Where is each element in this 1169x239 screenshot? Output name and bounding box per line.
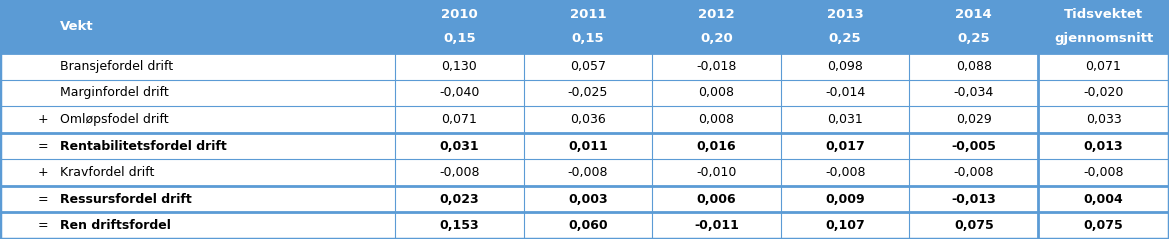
Text: Vekt: Vekt	[60, 20, 94, 33]
Text: -0,020: -0,020	[1084, 87, 1123, 99]
Text: 0,033: 0,033	[1086, 113, 1121, 126]
Text: 0,009: 0,009	[825, 193, 865, 206]
Text: 0,008: 0,008	[699, 87, 734, 99]
Text: 0,013: 0,013	[1084, 140, 1123, 152]
Text: 0,25: 0,25	[829, 32, 862, 45]
Text: 0,060: 0,060	[568, 219, 608, 232]
Text: -0,013: -0,013	[952, 193, 996, 206]
Text: 0,130: 0,130	[442, 60, 477, 73]
Text: 2010: 2010	[441, 8, 478, 21]
Text: 0,023: 0,023	[440, 193, 479, 206]
Text: +: +	[37, 113, 49, 126]
Text: 2014: 2014	[955, 8, 992, 21]
Text: -0,018: -0,018	[697, 60, 736, 73]
Text: 0,008: 0,008	[699, 113, 734, 126]
Bar	[0, 53, 1169, 80]
Text: -0,008: -0,008	[825, 166, 865, 179]
Text: 0,075: 0,075	[954, 219, 994, 232]
Text: 0,15: 0,15	[443, 32, 476, 45]
Text: Tidsvektet: Tidsvektet	[1064, 8, 1143, 21]
Text: -0,005: -0,005	[952, 140, 996, 152]
Text: 0,011: 0,011	[568, 140, 608, 152]
Text: 0,029: 0,029	[956, 113, 991, 126]
Text: +: +	[37, 166, 49, 179]
Text: -0,025: -0,025	[568, 87, 608, 99]
Text: 0,107: 0,107	[825, 219, 865, 232]
Text: 2013: 2013	[826, 8, 864, 21]
Text: 0,016: 0,016	[697, 140, 736, 152]
Text: Ren driftsfordel: Ren driftsfordel	[60, 219, 171, 232]
Text: -0,008: -0,008	[1084, 166, 1123, 179]
Text: 0,036: 0,036	[570, 113, 606, 126]
Text: 0,057: 0,057	[570, 60, 606, 73]
Text: -0,034: -0,034	[954, 87, 994, 99]
Text: 0,003: 0,003	[568, 193, 608, 206]
Text: 2011: 2011	[569, 8, 607, 21]
Bar	[0, 106, 1169, 133]
Text: -0,008: -0,008	[954, 166, 994, 179]
Text: =: =	[37, 219, 49, 232]
Text: Kravfordel drift: Kravfordel drift	[60, 166, 154, 179]
Text: -0,008: -0,008	[440, 166, 479, 179]
Text: gjennomsnitt: gjennomsnitt	[1054, 32, 1153, 45]
Text: 0,031: 0,031	[440, 140, 479, 152]
Bar	[0, 212, 1169, 239]
Text: =: =	[37, 193, 49, 206]
Text: 0,088: 0,088	[956, 60, 991, 73]
Bar	[0, 0, 1169, 53]
Text: -0,011: -0,011	[694, 219, 739, 232]
Text: -0,008: -0,008	[568, 166, 608, 179]
Text: 0,031: 0,031	[828, 113, 863, 126]
Text: Omløpsfodel drift: Omløpsfodel drift	[60, 113, 168, 126]
Text: 0,25: 0,25	[957, 32, 990, 45]
Bar	[0, 80, 1169, 106]
Bar	[0, 186, 1169, 212]
Text: Marginfordel drift: Marginfordel drift	[60, 87, 168, 99]
Text: 0,017: 0,017	[825, 140, 865, 152]
Text: 0,004: 0,004	[1084, 193, 1123, 206]
Bar	[0, 133, 1169, 159]
Text: 2012: 2012	[698, 8, 735, 21]
Text: Ressursfordel drift: Ressursfordel drift	[60, 193, 192, 206]
Text: 0,098: 0,098	[828, 60, 863, 73]
Text: 0,071: 0,071	[442, 113, 477, 126]
Text: 0,15: 0,15	[572, 32, 604, 45]
Text: -0,040: -0,040	[440, 87, 479, 99]
Text: 0,006: 0,006	[697, 193, 736, 206]
Text: 0,20: 0,20	[700, 32, 733, 45]
Text: 0,075: 0,075	[1084, 219, 1123, 232]
Text: 0,153: 0,153	[440, 219, 479, 232]
Text: 0,071: 0,071	[1086, 60, 1121, 73]
Text: Bransjefordel drift: Bransjefordel drift	[60, 60, 173, 73]
Text: Rentabilitetsfordel drift: Rentabilitetsfordel drift	[60, 140, 227, 152]
Bar	[0, 159, 1169, 186]
Text: -0,014: -0,014	[825, 87, 865, 99]
Text: -0,010: -0,010	[697, 166, 736, 179]
Text: =: =	[37, 140, 49, 152]
